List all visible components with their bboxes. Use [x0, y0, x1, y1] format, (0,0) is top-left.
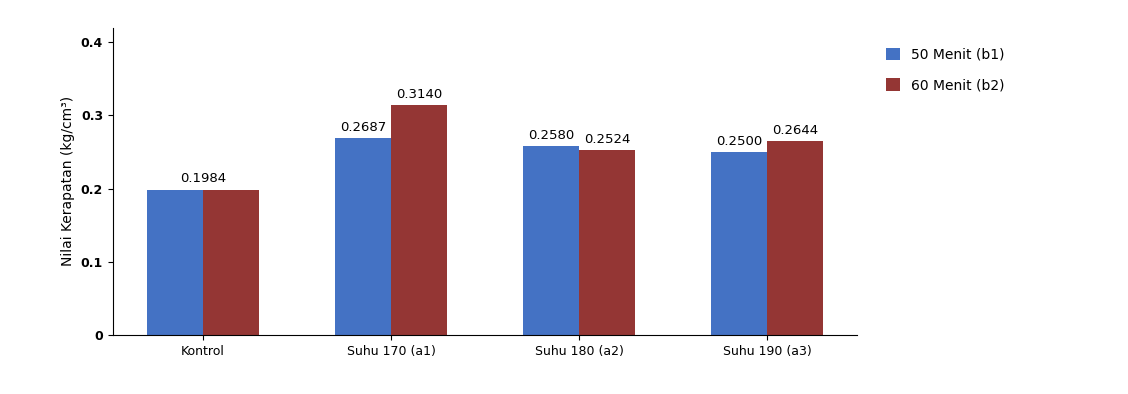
- Text: 0.2524: 0.2524: [584, 133, 631, 146]
- Text: 0.3140: 0.3140: [396, 88, 442, 101]
- Text: 0.2580: 0.2580: [528, 129, 574, 142]
- Text: 0.1984: 0.1984: [180, 172, 226, 185]
- Bar: [767, 141, 823, 335]
- Text: 0.2500: 0.2500: [715, 135, 763, 148]
- Bar: [147, 190, 203, 335]
- Text: 0.2644: 0.2644: [773, 124, 818, 137]
- Y-axis label: Nilai Kerapatan (kg/cm³): Nilai Kerapatan (kg/cm³): [61, 96, 76, 266]
- Bar: [203, 190, 259, 335]
- Bar: [335, 138, 391, 335]
- Bar: [711, 152, 767, 335]
- Bar: [391, 105, 448, 335]
- Legend: 50 Menit (b1), 60 Menit (b2): 50 Menit (b1), 60 Menit (b2): [879, 41, 1012, 99]
- Bar: [522, 146, 579, 335]
- Bar: [579, 150, 635, 335]
- Text: 0.2687: 0.2687: [340, 121, 386, 134]
